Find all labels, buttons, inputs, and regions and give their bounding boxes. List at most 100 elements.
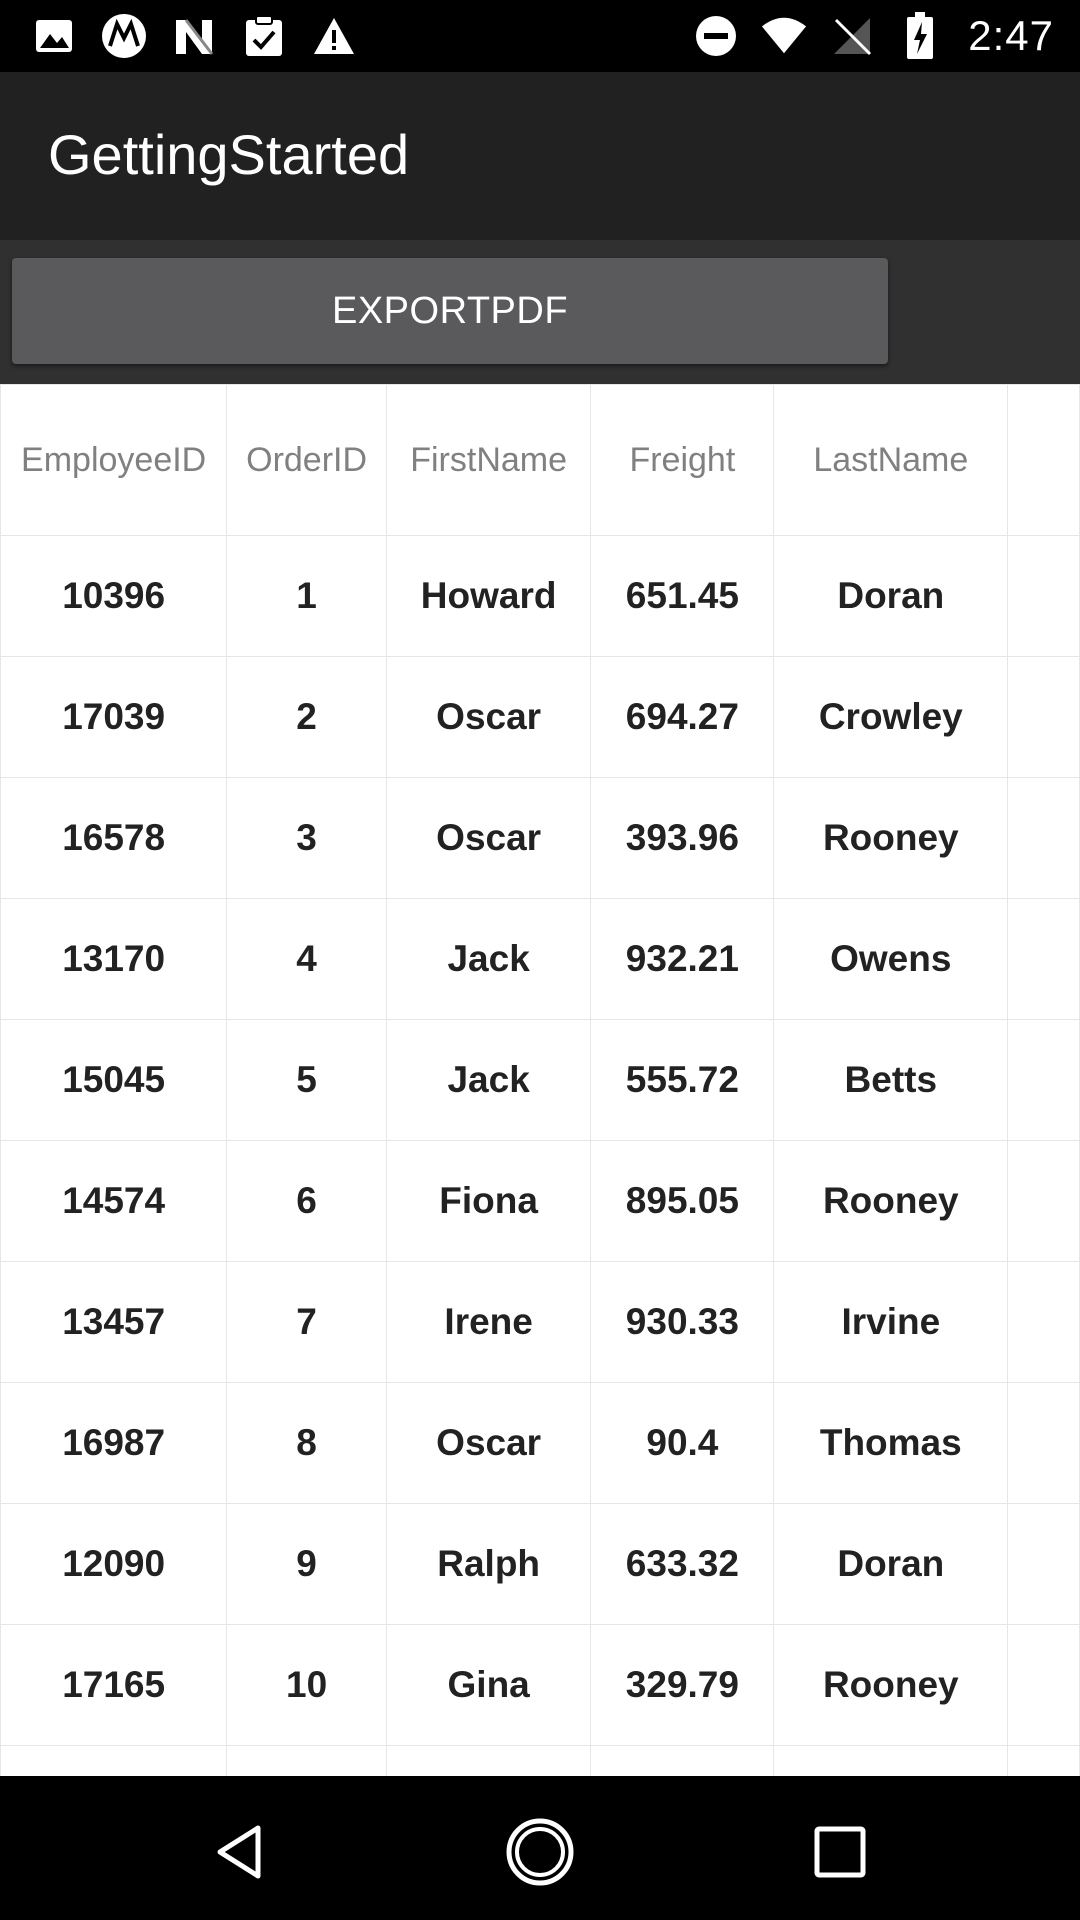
header-row: EmployeeID OrderID FirstName Freight Las… bbox=[0, 384, 1080, 536]
employeeid-cell: 13170 bbox=[0, 898, 228, 1020]
nav-bar bbox=[0, 1776, 1080, 1920]
lastname-cell: Rooney bbox=[773, 1140, 1009, 1262]
overflow-cell bbox=[1007, 1382, 1080, 1504]
freight-cell: 694.27 bbox=[590, 656, 775, 778]
firstname-cell: Irene bbox=[385, 1261, 592, 1383]
data-grid[interactable]: EmployeeID OrderID FirstName Freight Las… bbox=[0, 384, 1080, 1776]
do-not-disturb-icon bbox=[692, 12, 740, 60]
table-row[interactable]: 16987 8 Oscar 90.4 Thomas bbox=[0, 1382, 1080, 1504]
motorola-icon bbox=[100, 12, 148, 60]
freight-cell: 651.45 bbox=[590, 535, 775, 657]
firstname-cell: Oscar bbox=[385, 777, 592, 899]
toolbar: EXPORTPDF bbox=[0, 240, 1080, 384]
table-row[interactable]: 10396 1 Howard 651.45 Doran bbox=[0, 535, 1080, 657]
lastname-cell: Betts bbox=[773, 1019, 1009, 1141]
export-pdf-button[interactable]: EXPORTPDF bbox=[12, 258, 888, 364]
lastname-cell: Crowley bbox=[773, 656, 1009, 778]
grid-body: 10396 1 Howard 651.45 Doran 17039 2 Oscar 694.27… bbox=[0, 535, 1080, 1776]
orderid-cell: 3 bbox=[226, 777, 387, 899]
empty-cell bbox=[590, 1745, 775, 1776]
clipboard-check-icon bbox=[240, 12, 288, 60]
lastname-cell: Irvine bbox=[773, 1261, 1009, 1383]
table-row[interactable]: 12090 9 Ralph 633.32 Doran bbox=[0, 1503, 1080, 1625]
grid-table: EmployeeID OrderID FirstName Freight Las… bbox=[0, 384, 1080, 1776]
app-bar: GettingStarted bbox=[0, 72, 1080, 240]
firstname-cell: Oscar bbox=[385, 656, 592, 778]
lastname-cell: Doran bbox=[773, 535, 1009, 657]
employeeid-cell: 10396 bbox=[0, 535, 228, 657]
wifi-icon bbox=[760, 12, 808, 60]
employeeid-cell: 13457 bbox=[0, 1261, 228, 1383]
no-signal-icon bbox=[828, 12, 876, 60]
firstname-cell: Fiona bbox=[385, 1140, 592, 1262]
lastname-cell: Rooney bbox=[773, 1624, 1009, 1746]
freight-cell: 393.96 bbox=[590, 777, 775, 899]
empty-cell bbox=[1007, 1745, 1080, 1776]
empty-cell bbox=[773, 1745, 1009, 1776]
image-icon bbox=[30, 12, 78, 60]
overflow-cell bbox=[1007, 1503, 1080, 1625]
table-row[interactable]: 17039 2 Oscar 694.27 Crowley bbox=[0, 656, 1080, 778]
n-logo-icon bbox=[170, 12, 218, 60]
home-icon[interactable] bbox=[500, 1812, 580, 1892]
employeeid-cell: 16987 bbox=[0, 1382, 228, 1504]
status-bar: 2:47 bbox=[0, 0, 1080, 72]
overflow-cell bbox=[1007, 777, 1080, 899]
overflow-cell bbox=[1007, 656, 1080, 778]
column-header-freight[interactable]: Freight bbox=[590, 384, 775, 536]
column-header-firstname[interactable]: FirstName bbox=[385, 384, 592, 536]
column-header-employeeid[interactable]: EmployeeID bbox=[0, 384, 228, 536]
freight-cell: 329.79 bbox=[590, 1624, 775, 1746]
lastname-cell: Thomas bbox=[773, 1382, 1009, 1504]
orderid-cell: 9 bbox=[226, 1503, 387, 1625]
orderid-cell: 6 bbox=[226, 1140, 387, 1262]
table-row[interactable]: 13457 7 Irene 930.33 Irvine bbox=[0, 1261, 1080, 1383]
overflow-cell bbox=[1007, 1624, 1080, 1746]
firstname-cell: Jack bbox=[385, 898, 592, 1020]
employeeid-cell: 15045 bbox=[0, 1019, 228, 1141]
table-row[interactable]: 16578 3 Oscar 393.96 Rooney bbox=[0, 777, 1080, 899]
column-header-lastname[interactable]: LastName bbox=[773, 384, 1009, 536]
overflow-cell bbox=[1007, 535, 1080, 657]
back-icon[interactable] bbox=[200, 1812, 280, 1892]
warning-icon bbox=[310, 12, 358, 60]
overflow-cell bbox=[1007, 1140, 1080, 1262]
employeeid-cell: 16578 bbox=[0, 777, 228, 899]
firstname-cell: Howard bbox=[385, 535, 592, 657]
recents-icon[interactable] bbox=[800, 1812, 880, 1892]
firstname-cell: Gina bbox=[385, 1624, 592, 1746]
firstname-cell: Oscar bbox=[385, 1382, 592, 1504]
column-header-orderid[interactable]: OrderID bbox=[226, 384, 387, 536]
table-row[interactable]: 13170 4 Jack 932.21 Owens bbox=[0, 898, 1080, 1020]
lastname-cell: Owens bbox=[773, 898, 1009, 1020]
orderid-cell: 2 bbox=[226, 656, 387, 778]
employeeid-cell: 14574 bbox=[0, 1140, 228, 1262]
status-time: 2:47 bbox=[968, 12, 1054, 59]
column-header-overflow[interactable] bbox=[1007, 384, 1080, 536]
status-left-icons bbox=[30, 12, 380, 60]
empty-cell bbox=[226, 1745, 387, 1776]
orderid-cell: 1 bbox=[226, 535, 387, 657]
lastname-cell: Rooney bbox=[773, 777, 1009, 899]
empty-cell bbox=[385, 1745, 592, 1776]
battery-charging-icon bbox=[896, 12, 944, 60]
app-title: GettingStarted bbox=[48, 123, 410, 186]
table-row[interactable]: 14574 6 Fiona 895.05 Rooney bbox=[0, 1140, 1080, 1262]
overflow-cell bbox=[1007, 898, 1080, 1020]
lastname-cell: Doran bbox=[773, 1503, 1009, 1625]
freight-cell: 633.32 bbox=[590, 1503, 775, 1625]
employeeid-cell: 17165 bbox=[0, 1624, 228, 1746]
freight-cell: 932.21 bbox=[590, 898, 775, 1020]
table-row-partial bbox=[0, 1745, 1080, 1776]
employeeid-cell: 12090 bbox=[0, 1503, 228, 1625]
orderid-cell: 10 bbox=[226, 1624, 387, 1746]
orderid-cell: 4 bbox=[226, 898, 387, 1020]
status-right-icons: 2:47 bbox=[672, 12, 1054, 60]
firstname-cell: Jack bbox=[385, 1019, 592, 1141]
orderid-cell: 8 bbox=[226, 1382, 387, 1504]
table-row[interactable]: 17165 10 Gina 329.79 Rooney bbox=[0, 1624, 1080, 1746]
overflow-cell bbox=[1007, 1261, 1080, 1383]
table-row[interactable]: 15045 5 Jack 555.72 Betts bbox=[0, 1019, 1080, 1141]
freight-cell: 90.4 bbox=[590, 1382, 775, 1504]
